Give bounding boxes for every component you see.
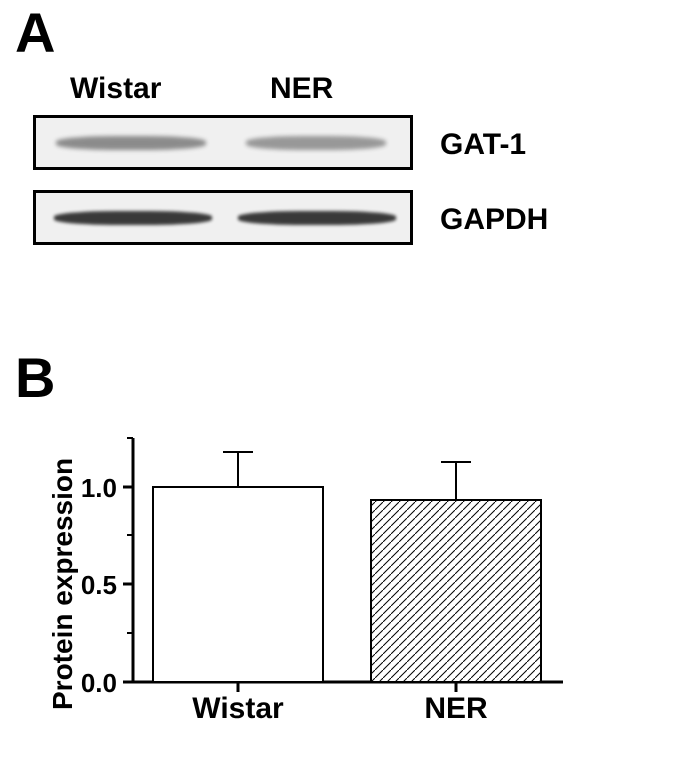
blot-gapdh-box bbox=[33, 190, 413, 245]
ytick-1: 0.5 bbox=[73, 570, 117, 601]
lane-label-ner: NER bbox=[270, 72, 333, 106]
blot-gapdh-label: GAPDH bbox=[440, 203, 548, 237]
blot-gat1-box bbox=[33, 115, 413, 170]
blot-gat1-band-wistar bbox=[56, 136, 206, 150]
blot-gat1-label: GAT-1 bbox=[440, 128, 526, 162]
panel-b-label: B bbox=[15, 345, 55, 410]
blot-gapdh-band-ner bbox=[238, 211, 396, 225]
lane-label-wistar: Wistar bbox=[70, 72, 161, 106]
bar-ner bbox=[371, 500, 541, 682]
ytick-0: 0.0 bbox=[73, 668, 117, 699]
xtick-ner: NER bbox=[411, 692, 501, 726]
blot-gat1-band-ner bbox=[246, 136, 386, 150]
bar-chart: Protein expression bbox=[55, 430, 595, 740]
bar-wistar bbox=[153, 487, 323, 682]
blot-gapdh-band-wistar bbox=[54, 211, 212, 225]
chart-svg bbox=[55, 430, 595, 740]
ytick-2: 1.0 bbox=[73, 473, 117, 504]
panel-a-label: A bbox=[15, 0, 55, 65]
xtick-wistar: Wistar bbox=[173, 692, 303, 726]
